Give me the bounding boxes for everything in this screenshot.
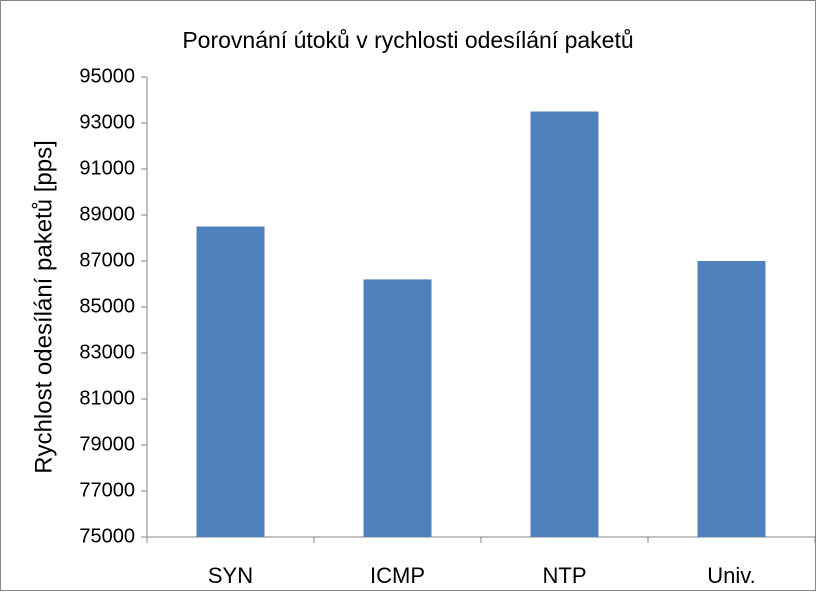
y-axis-title: Rychlost odesílání paketů [pps]: [30, 140, 57, 474]
x-tick-label: NTP: [543, 563, 587, 588]
y-tick-label: 95000: [79, 65, 135, 87]
chart-title: Porovnání útoků v rychlosti odesílání pa…: [182, 27, 633, 53]
y-tick-label: 79000: [79, 433, 135, 455]
bar: [363, 279, 432, 537]
x-tick-label: SYN: [208, 563, 253, 588]
x-tick-label: ICMP: [370, 563, 425, 588]
y-tick-label: 93000: [79, 111, 135, 133]
x-tick-label: Univ.: [707, 563, 756, 588]
bar: [530, 111, 599, 537]
bar: [196, 226, 265, 537]
y-tick-label: 85000: [79, 295, 135, 317]
bar: [697, 261, 766, 537]
y-tick-label: 89000: [79, 203, 135, 225]
y-tick-label: 87000: [79, 249, 135, 271]
y-tick-label: 77000: [79, 479, 135, 501]
y-tick-label: 75000: [79, 525, 135, 547]
y-tick-label: 91000: [79, 157, 135, 179]
y-tick-label: 81000: [79, 387, 135, 409]
y-tick-label: 83000: [79, 341, 135, 363]
